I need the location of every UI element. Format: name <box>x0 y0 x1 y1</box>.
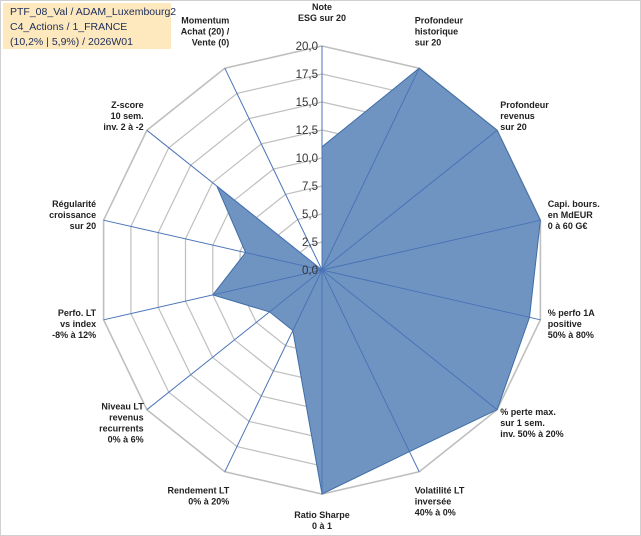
category-label-line: revenus <box>500 111 535 121</box>
category-label: Régularité croissance sur 20 <box>49 199 96 231</box>
category-label: Perfo. LT vs index -8% à 12% <box>52 308 97 340</box>
category-label-line: Achat (20) / <box>181 26 230 36</box>
category-label-line: % perfo 1A <box>548 308 596 318</box>
radial-tick-label: 15,0 <box>296 97 318 109</box>
category-label-line: 0% à 20% <box>188 497 229 507</box>
category-label-line: 0% à 6% <box>108 434 144 444</box>
category-label-line: sur 20 <box>70 221 97 231</box>
category-label-line: inversée <box>415 497 452 507</box>
category-label-line: Régularité <box>52 199 96 209</box>
axis-spoke <box>103 269 323 321</box>
category-label-line: Niveau LT <box>101 401 144 411</box>
category-label-line: 0 à 1 <box>312 521 332 531</box>
category-label: Momentum Achat (20) / Vente (0) <box>181 15 230 47</box>
category-label-line: sur 20 <box>415 37 442 47</box>
series-area <box>211 67 541 495</box>
axis-spoke <box>321 219 541 271</box>
axis-spoke <box>321 269 498 411</box>
category-label-line: 40% à 0% <box>415 508 456 518</box>
category-label: Volatilité LT inversée 40% à 0% <box>415 486 465 518</box>
category-label-line: Volatilité LT <box>415 486 465 496</box>
category-label-line: Note <box>312 2 332 12</box>
category-label: % perfo 1A positive 50% à 80% <box>548 308 596 340</box>
category-label: Ratio Sharpe 0 à 1 <box>294 510 350 531</box>
category-label-line: revenus <box>109 412 144 422</box>
category-label-line: recurrents <box>99 423 144 433</box>
category-label-line: 50% à 80% <box>548 330 594 340</box>
category-label-line: sur 20 <box>500 122 527 132</box>
axis-spoke <box>103 219 323 271</box>
info-line-period: (10,2% | 5,9%) / 2026W01 <box>10 36 133 48</box>
axis-spoke <box>224 67 323 271</box>
category-label-line: inv. 2 à -2 <box>103 122 143 132</box>
info-line-asset-class: C4_Actions / 1_FRANCE <box>10 21 128 33</box>
radial-tick-label: 2,5 <box>302 237 318 249</box>
axis-spoke <box>224 269 323 473</box>
category-label-line: Capi. bours. <box>548 199 600 209</box>
category-label-line: vs index <box>60 319 96 329</box>
radar-series <box>211 67 541 495</box>
radial-tick-label: 0,0 <box>302 265 318 277</box>
category-label-line: en MdEUR <box>548 210 594 220</box>
category-label-line: Perfo. LT <box>58 308 97 318</box>
category-label-line: inv. 50% à 20% <box>500 429 563 439</box>
category-label-line: Vente (0) <box>192 37 230 47</box>
category-label-line: historique <box>415 26 459 36</box>
axis-spoke <box>321 269 420 473</box>
category-label-line: croissance <box>49 210 96 220</box>
category-label-line: -8% à 12% <box>52 330 96 340</box>
category-label-line: Profondeur <box>415 15 464 25</box>
category-label: Capi. bours. en MdEUR 0 à 60 G€ <box>548 199 600 231</box>
category-label-line: Profondeur <box>500 100 549 110</box>
axis-spoke <box>146 269 323 411</box>
info-line-portfolio: PTF_08_Val / ADAM_Luxembourg2 <box>10 6 177 18</box>
radial-tick-label: 17,5 <box>296 69 318 81</box>
category-label-line: 0 à 60 G€ <box>548 221 588 231</box>
category-label-line: Rendement LT <box>167 486 229 496</box>
radial-tick-label: 20,0 <box>296 41 318 53</box>
radar-tick-labels: 0,0 2,5 5,0 7,5 10,0 12,5 15,0 17,5 20,0 <box>296 41 318 277</box>
portfolio-info-box: PTF_08_Val / ADAM_Luxembourg2 C4_Actions… <box>3 3 176 49</box>
category-label: Profondeur revenus sur 20 <box>500 100 549 132</box>
category-label: Z-score 10 sem. inv. 2 à -2 <box>103 100 143 132</box>
category-label-line: Ratio Sharpe <box>294 510 350 520</box>
category-label: Niveau LT revenus recurrents 0% à 6% <box>99 401 144 444</box>
category-label: Note ESG sur 20 <box>298 2 346 23</box>
category-label-line: ESG sur 20 <box>298 13 346 23</box>
radar-category-labels: Note ESG sur 20 Profondeur historique sur 20… <box>49 2 600 531</box>
axis-spoke <box>321 129 498 271</box>
category-label: % perte max. sur 1 sem. inv. 50% à 20% <box>500 407 563 439</box>
radial-tick-label: 5,0 <box>302 209 318 221</box>
category-label-line: 10 sem. <box>111 111 144 121</box>
axis-spoke <box>321 67 420 271</box>
radial-tick-label: 7,5 <box>302 181 318 193</box>
category-label-line: Z-score <box>111 100 144 110</box>
radial-tick-label: 12,5 <box>296 125 318 137</box>
axis-spoke <box>146 129 323 271</box>
category-label-line: sur 1 sem. <box>500 418 545 428</box>
category-label-line: positive <box>548 319 582 329</box>
axis-spoke <box>321 269 541 321</box>
category-label-line: % perte max. <box>500 407 556 417</box>
category-label: Profondeur historique sur 20 <box>415 15 464 47</box>
category-label-line: Momentum <box>181 15 229 25</box>
radar-axes <box>103 46 541 494</box>
radial-tick-label: 10,0 <box>296 153 318 165</box>
category-label: Rendement LT 0% à 20% <box>167 486 229 507</box>
